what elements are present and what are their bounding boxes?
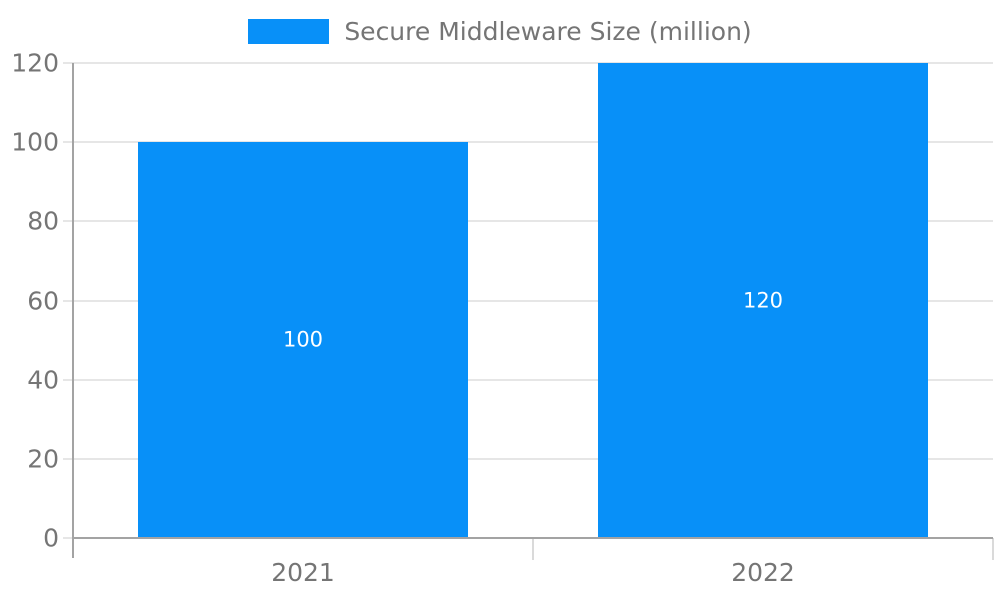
y-axis-tick-label: 100 [11, 127, 59, 157]
y-axis-tick [63, 537, 73, 539]
legend[interactable]: Secure Middleware Size (million) [0, 17, 1000, 46]
x-axis-line [73, 537, 993, 539]
gridline [73, 299, 993, 302]
x-axis-tick-label: 2021 [271, 558, 335, 587]
gridline [73, 378, 993, 381]
legend-swatch [248, 19, 330, 44]
x-axis-tick-label: 2022 [731, 558, 795, 587]
category-boundary-tick [532, 538, 534, 560]
gridline [73, 62, 993, 64]
y-axis-tick-label: 40 [27, 365, 59, 395]
y-axis-tick-label: 80 [27, 206, 59, 236]
bar[interactable]: 100 [138, 142, 468, 538]
y-axis-tick-label: 60 [27, 286, 59, 315]
legend-label: Secure Middleware Size (million) [344, 17, 752, 46]
y-axis-tick [63, 141, 73, 144]
plot-area: 100 120 [73, 62, 993, 538]
gridline [73, 457, 993, 460]
y-axis-line [72, 63, 74, 558]
y-axis-tick [63, 299, 73, 302]
gridline [73, 141, 993, 144]
category-boundary-tick [992, 538, 994, 560]
bar[interactable]: 120 [598, 63, 928, 538]
y-axis-tick [63, 220, 73, 223]
y-axis-tick-label: 120 [11, 48, 59, 78]
bar-value-label: 120 [742, 288, 784, 312]
y-axis-tick-label: 20 [27, 444, 59, 474]
y-axis-tick-label: 0 [43, 523, 59, 553]
y-axis-tick [63, 378, 73, 381]
bar-value-label: 100 [282, 327, 324, 352]
gridline [73, 220, 993, 223]
y-axis-tick [63, 457, 73, 460]
y-axis-tick [63, 62, 73, 64]
